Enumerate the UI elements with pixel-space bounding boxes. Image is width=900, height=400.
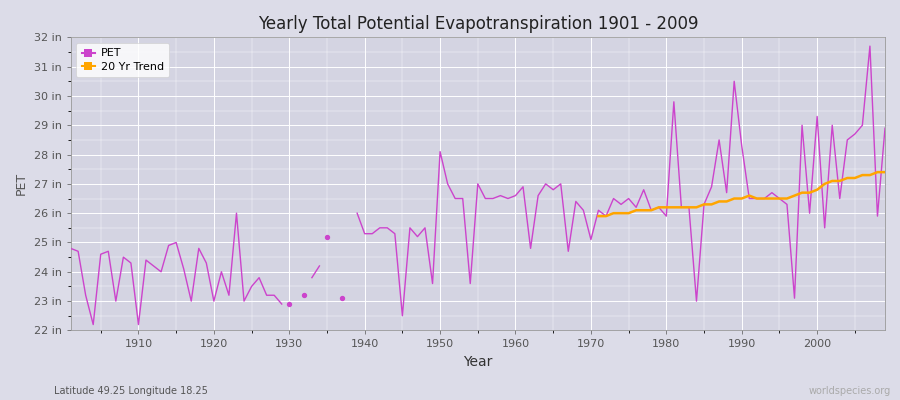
X-axis label: Year: Year — [464, 355, 492, 369]
Legend: PET, 20 Yr Trend: PET, 20 Yr Trend — [76, 43, 169, 77]
Point — [320, 234, 334, 240]
Y-axis label: PET: PET — [15, 172, 28, 196]
Point — [282, 301, 296, 307]
Point — [335, 295, 349, 301]
Title: Yearly Total Potential Evapotranspiration 1901 - 2009: Yearly Total Potential Evapotranspiratio… — [257, 15, 698, 33]
Text: Latitude 49.25 Longitude 18.25: Latitude 49.25 Longitude 18.25 — [54, 386, 208, 396]
Text: worldspecies.org: worldspecies.org — [809, 386, 891, 396]
Point — [297, 292, 311, 298]
